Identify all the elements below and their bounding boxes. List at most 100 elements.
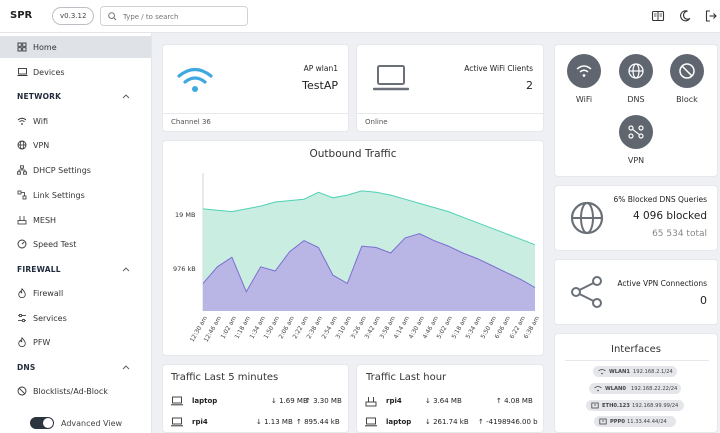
interface-name: ETH0.123	[602, 402, 630, 409]
traffic-hour-title: Traffic Last hour	[366, 372, 447, 383]
upload-amount: 895.44 kB	[304, 418, 340, 426]
download-value: ↓ 261.74 kB	[425, 418, 469, 426]
sidebar-item-label: Blocklists/Ad-Block	[33, 386, 108, 396]
laptop-icon	[365, 417, 377, 427]
ap-ssid-value: TestAP	[302, 79, 338, 92]
dns-link-button[interactable]	[619, 54, 653, 88]
traffic-5min-title: Traffic Last 5 minutes	[171, 372, 279, 383]
sidebar: Home Devices NETWORK Wifi VPN DHCP Setti…	[0, 33, 152, 433]
version-badge: v0.3.12	[52, 7, 95, 25]
upload-value: ↑ 4.08 MB	[496, 397, 533, 405]
sidebar-item-speed-test[interactable]: Speed Test	[0, 233, 151, 255]
advanced-view-toggle[interactable]	[30, 417, 54, 429]
globe-icon	[628, 63, 644, 79]
sidebar-item-blocklists[interactable]: Blocklists/Ad-Block	[0, 380, 151, 402]
traffic-row[interactable]: laptop ↓ 1.69 MB ↑ 3.30 MB	[163, 394, 348, 410]
download-amount: 1.13 MB	[264, 418, 293, 426]
ban-icon	[679, 63, 695, 79]
interface-ip: 192.168.22.22/24	[631, 385, 678, 392]
sliders-icon	[18, 313, 26, 323]
vpn-connections-card[interactable]: Active VPN Connections 0	[554, 259, 718, 325]
wifi-link-button[interactable]	[567, 54, 601, 88]
wifi-icon	[598, 369, 606, 375]
traffic-row[interactable]: rpi4 ↓ 3.64 MB ↑ 4.08 MB	[357, 394, 543, 410]
vpn-title: Active VPN Connections	[617, 279, 707, 288]
sidebar-item-pfw[interactable]: PFW	[0, 331, 151, 353]
online-label: Online	[365, 118, 388, 126]
laptop-icon	[17, 68, 28, 76]
sidebar-item-wifi[interactable]: Wifi	[0, 110, 151, 132]
wifi-icon	[594, 386, 602, 392]
interface-name: WLAN0	[605, 385, 626, 392]
interface-badge[interactable]: WLAN1 192.168.2.1/24	[593, 366, 677, 377]
device-name: rpi4	[386, 397, 402, 405]
traffic-5min-card: Traffic Last 5 minutes laptop ↓ 1.69 MB …	[162, 364, 349, 433]
section-firewall[interactable]: FIREWALL	[17, 265, 61, 274]
book-icon[interactable]	[651, 9, 665, 23]
ap-card[interactable]: AP wlan1 TestAP Channel 36	[162, 44, 349, 132]
download-value: ↓ 1.69 MB	[271, 397, 308, 405]
vpn-link-button[interactable]	[619, 115, 653, 149]
clients-title: Active WiFi Clients	[464, 64, 533, 73]
sidebar-item-label: Services	[33, 313, 67, 323]
search-input[interactable]	[123, 10, 243, 23]
sidebar-item-label: DHCP Settings	[33, 165, 91, 175]
ethernet-icon	[591, 402, 599, 409]
laptop-icon	[171, 396, 183, 406]
outbound-traffic-chart	[202, 173, 536, 311]
chevron-up-icon[interactable]	[122, 93, 130, 99]
interface-name: WLAN1	[609, 368, 630, 375]
interface-badge[interactable]: WLAN0 192.168.22.22/24	[589, 383, 681, 394]
globe-icon	[17, 140, 27, 150]
top-bar: SPR v0.3.12	[0, 0, 720, 33]
series-line-1	[202, 233, 536, 293]
interface-badge[interactable]: PPP0 11.33.44.44/24	[594, 416, 676, 427]
sidebar-item-label: MESH	[33, 215, 57, 225]
wifi-link-label: WiFi	[575, 95, 593, 104]
card-footer: Channel 36	[163, 113, 348, 131]
interface-ip: 192.168.2.1/24	[633, 368, 673, 375]
moon-icon[interactable]	[678, 9, 692, 23]
sidebar-item-mesh[interactable]: MESH	[0, 209, 151, 231]
upload-amount: 4.08 MB	[504, 397, 533, 405]
upload-value: ↑ 895.44 kB	[296, 418, 340, 426]
sidebar-item-label: Link Settings	[33, 190, 85, 200]
sidebar-item-firewall[interactable]: Firewall	[0, 282, 151, 304]
dns-blocked-card[interactable]: 6% Blocked DNS Queries 4 096 blocked 65 …	[554, 185, 718, 251]
section-network[interactable]: NETWORK	[17, 92, 62, 101]
sidebar-item-home[interactable]: Home	[0, 36, 151, 58]
chevron-up-icon[interactable]	[122, 364, 130, 370]
sidebar-item-dhcp-settings[interactable]: DHCP Settings	[0, 159, 151, 181]
card-footer: Online	[357, 113, 543, 131]
brand-name: SPR	[10, 10, 33, 21]
chevron-up-icon[interactable]	[122, 266, 130, 272]
dns-total-count: 65 534 total	[652, 229, 707, 239]
outbound-traffic-card: Outbound Traffic 19 MB 976 kB 12:30 am 12…	[162, 140, 544, 356]
download-value: ↓ 1.13 MB	[256, 418, 293, 426]
logout-icon[interactable]	[704, 9, 718, 23]
traffic-row[interactable]: rpi4 ↓ 1.13 MB ↑ 895.44 kB	[163, 415, 348, 431]
interface-badge[interactable]: ETH0.123 192.168.99.99/24	[586, 400, 684, 411]
flame-icon	[18, 337, 26, 347]
device-name: laptop	[192, 397, 218, 405]
clients-count: 2	[526, 79, 533, 92]
sidebar-item-vpn[interactable]: VPN	[0, 134, 151, 156]
section-dns[interactable]: DNS	[17, 363, 36, 372]
sidebar-item-devices[interactable]: Devices	[0, 61, 151, 83]
router-icon	[17, 216, 27, 225]
ethernet-icon	[599, 418, 607, 425]
upload-value: ↑ -4198946.00 b	[478, 418, 538, 426]
traffic-hour-card: Traffic Last hour rpi4 ↓ 3.64 MB ↑ 4.08 …	[356, 364, 544, 433]
dns-blocked-count: 4 096 blocked	[632, 210, 707, 222]
wifi-icon	[177, 67, 213, 92]
interfaces-title: Interfaces	[611, 344, 661, 355]
block-link-button[interactable]	[670, 54, 704, 88]
download-value: ↓ 3.64 MB	[425, 397, 462, 405]
wifi-clients-card[interactable]: Active WiFi Clients 2 Online	[356, 44, 544, 132]
sidebar-item-label: Speed Test	[33, 239, 77, 249]
sidebar-item-services[interactable]: Services	[0, 307, 151, 329]
sidebar-item-link-settings[interactable]: Link Settings	[0, 184, 151, 206]
search-box[interactable]	[100, 6, 248, 26]
dns-blocked-title: 6% Blocked DNS Queries	[613, 195, 707, 204]
traffic-row[interactable]: laptop ↓ 261.74 kB ↑ -4198946.00 b	[357, 415, 543, 431]
